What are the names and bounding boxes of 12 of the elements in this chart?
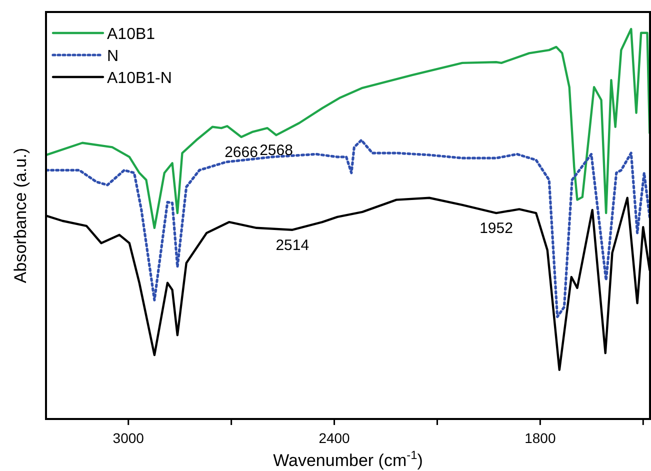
x-axis-title: Wavenumber (cm$^{-1}$) xyxy=(273,448,423,470)
annotation: 2514 xyxy=(276,236,310,254)
annotation: 2666 xyxy=(224,144,258,162)
x-tick-label: 3000 xyxy=(112,430,144,446)
x-tick-label: 1800 xyxy=(524,430,556,446)
legend-label: N xyxy=(107,48,119,65)
x-tick-label: 2400 xyxy=(318,430,350,446)
annotation: 1952 xyxy=(480,220,513,238)
legend-label: A10B1 xyxy=(107,26,156,43)
legend-label: A10B1-N xyxy=(107,70,172,87)
y-axis-title: Absorbance (a.u.) xyxy=(11,148,30,284)
annotation: 2568 xyxy=(260,142,293,160)
